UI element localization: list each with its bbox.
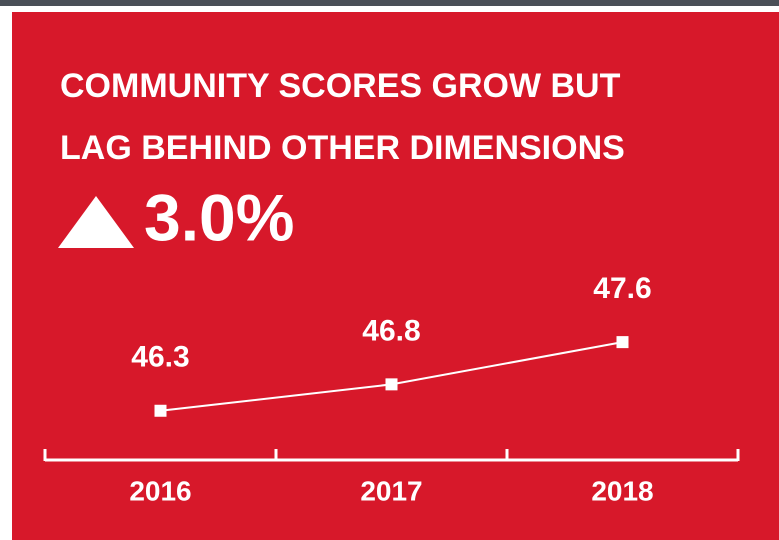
data-label: 46.3 [131,341,189,374]
x-tick-label: 2017 [360,475,422,506]
up-triangle [58,196,134,248]
data-label: 46.8 [362,314,420,347]
marker [385,378,398,391]
marker [154,404,167,417]
panel [12,12,779,540]
data-label: 47.6 [593,272,651,305]
marker [616,336,629,349]
x-tick-label: 2016 [129,475,191,506]
chart-title: COMMUNITY SCORES GROW BUT LAG BEHIND OTH… [60,67,625,167]
top-bar [0,0,779,6]
line [160,341,623,412]
change-value: 3.0% [144,180,294,254]
x-tick-label: 2018 [591,475,653,506]
